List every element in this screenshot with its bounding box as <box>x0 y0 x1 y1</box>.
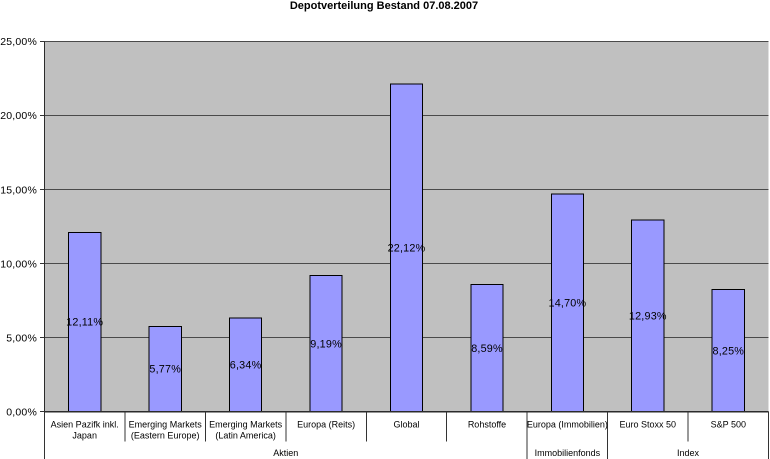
svg-text:Asien Pazifk inkl.: Asien Pazifk inkl. <box>51 419 119 429</box>
svg-text:5,77%: 5,77% <box>149 364 181 376</box>
svg-text:Immobilienfonds: Immobilienfonds <box>535 448 601 458</box>
svg-text:10,00%: 10,00% <box>0 258 37 270</box>
svg-text:8,59%: 8,59% <box>471 343 503 355</box>
svg-text:5,00%: 5,00% <box>6 332 37 344</box>
svg-text:Japan: Japan <box>72 431 97 441</box>
svg-text:Emerging Markets: Emerging Markets <box>209 419 283 429</box>
svg-text:Index: Index <box>677 448 700 458</box>
svg-text:14,70%: 14,70% <box>548 298 586 310</box>
svg-text:0,00%: 0,00% <box>6 406 37 418</box>
svg-text:Euro Stoxx 50: Euro Stoxx 50 <box>620 419 677 429</box>
svg-text:12,11%: 12,11% <box>66 317 103 329</box>
svg-text:12,93%: 12,93% <box>629 311 667 323</box>
svg-text:6,34%: 6,34% <box>230 359 262 371</box>
svg-text:8,25%: 8,25% <box>712 345 744 357</box>
svg-text:Rohstoffe: Rohstoffe <box>468 419 506 429</box>
svg-text:S&P 500: S&P 500 <box>711 419 746 429</box>
svg-text:Emerging Markets: Emerging Markets <box>129 419 203 429</box>
svg-text:9,19%: 9,19% <box>310 338 342 350</box>
svg-text:15,00%: 15,00% <box>0 184 37 196</box>
svg-text:20,00%: 20,00% <box>0 110 37 122</box>
svg-text:25,00%: 25,00% <box>0 36 37 48</box>
svg-text:(Eastern Europe): (Eastern Europe) <box>131 431 200 441</box>
svg-text:22,12%: 22,12% <box>388 243 426 255</box>
svg-text:Aktien: Aktien <box>273 448 298 458</box>
svg-text:Depotverteilung Bestand 07.08.: Depotverteilung Bestand 07.08.2007 <box>290 0 478 12</box>
svg-text:Global: Global <box>393 419 419 429</box>
svg-text:Europa (Immobilien): Europa (Immobilien) <box>527 419 608 429</box>
svg-text:(Latin America): (Latin America) <box>215 431 276 441</box>
svg-text:Europa (Reits): Europa (Reits) <box>297 419 355 429</box>
